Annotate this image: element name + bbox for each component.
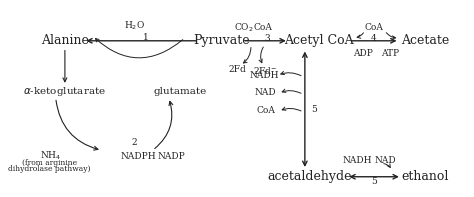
Text: CoA: CoA: [256, 106, 275, 115]
Text: CoA: CoA: [365, 23, 383, 32]
Text: acetaldehyde: acetaldehyde: [267, 170, 352, 183]
Text: NH$_4$: NH$_4$: [40, 150, 62, 163]
Text: 2Fd: 2Fd: [228, 65, 246, 74]
Text: 3: 3: [264, 34, 270, 43]
Text: NAD: NAD: [375, 156, 396, 165]
Text: Alanine: Alanine: [41, 34, 89, 47]
Text: Acetate: Acetate: [401, 34, 449, 47]
Text: 4: 4: [371, 34, 377, 43]
Text: ADP: ADP: [354, 49, 374, 58]
Text: H$_2$O: H$_2$O: [124, 20, 145, 32]
Text: $\alpha$-ketoglutarate: $\alpha$-ketoglutarate: [23, 85, 107, 98]
Text: NAD: NAD: [255, 88, 276, 97]
Text: Acetyl CoA: Acetyl CoA: [284, 34, 354, 47]
Text: glutamate: glutamate: [154, 87, 207, 96]
Text: dihydrolase pathway): dihydrolase pathway): [9, 164, 91, 173]
Text: NADPH: NADPH: [121, 152, 156, 161]
Text: NADH: NADH: [342, 156, 372, 165]
Text: 5: 5: [371, 177, 377, 186]
Text: ethanol: ethanol: [401, 170, 448, 183]
Text: 1: 1: [143, 33, 148, 42]
Text: 5: 5: [311, 105, 317, 114]
Text: NADH: NADH: [250, 71, 280, 80]
Text: 2Fd$^{-}$: 2Fd$^{-}$: [254, 65, 278, 76]
Text: ATP: ATP: [381, 49, 399, 58]
Text: (from arginine: (from arginine: [22, 159, 77, 167]
Text: NADP: NADP: [157, 152, 185, 161]
Text: 2: 2: [131, 138, 137, 147]
Text: CO$_2$: CO$_2$: [234, 21, 254, 34]
Text: CoA: CoA: [254, 23, 273, 32]
Text: Pyruvate: Pyruvate: [193, 34, 250, 47]
